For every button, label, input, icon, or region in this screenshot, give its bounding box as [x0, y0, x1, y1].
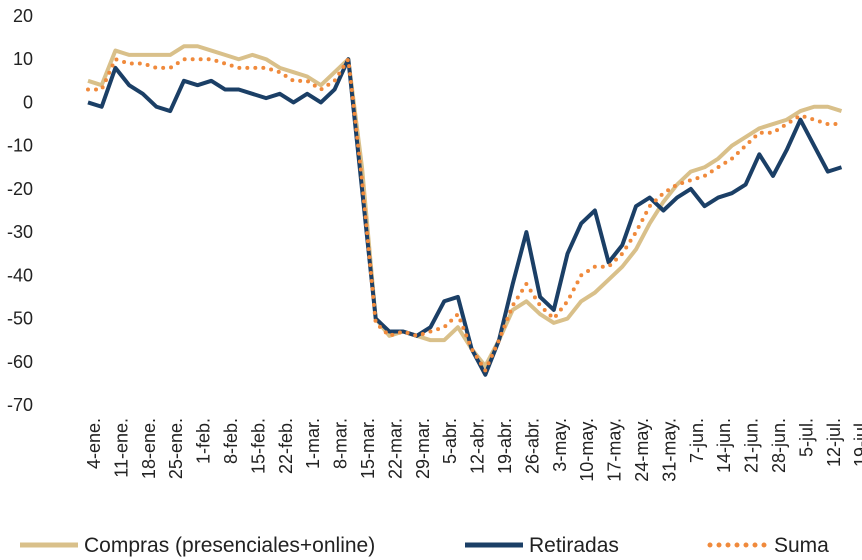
series-line — [87, 57, 843, 377]
x-tick-label: 8-mar. — [331, 418, 351, 469]
x-tick-label: 8-feb. — [221, 418, 241, 464]
y-tick-label: -60 — [7, 352, 33, 372]
x-tick-label: 3-may. — [550, 418, 570, 472]
x-tick-label: 4-ene. — [84, 418, 104, 469]
x-tick-label: 19-abr. — [495, 418, 515, 474]
x-tick-label: 18-ene. — [139, 418, 159, 479]
x-tick-label: 7-jun. — [687, 418, 707, 463]
x-tick-label: 1-feb. — [194, 418, 214, 464]
series-line — [87, 44, 843, 369]
x-tick-label: 15-mar. — [358, 418, 378, 479]
x-tick-label: 14-jun. — [714, 418, 734, 473]
legend-label: Compras (presenciales+online) — [84, 534, 375, 557]
y-tick-label: 20 — [13, 6, 33, 26]
x-tick-label: 5-abr. — [440, 418, 460, 464]
x-tick-label: 1-mar. — [303, 418, 323, 469]
x-tick-label: 31-may. — [659, 418, 679, 482]
x-tick-label: 5-jul. — [796, 418, 816, 457]
y-tick-label: -40 — [7, 265, 33, 285]
x-tick-label: 17-may. — [605, 418, 625, 482]
y-tick-label: 10 — [13, 49, 33, 69]
y-tick-label: -20 — [7, 179, 33, 199]
x-tick-label: 15-feb. — [248, 418, 268, 474]
x-tick-label: 26-abr. — [522, 418, 542, 474]
x-tick-label: 28-jun. — [769, 418, 789, 473]
x-tick-label: 22-mar. — [385, 418, 405, 479]
y-tick-label: 0 — [23, 92, 33, 112]
x-tick-label: 11-ene. — [111, 418, 131, 478]
x-tick-label: 29-mar. — [413, 418, 433, 479]
x-tick-label: 24-may. — [632, 418, 652, 482]
x-tick-label: 10-may. — [577, 418, 597, 482]
x-tick-label: 19-jul. — [851, 418, 862, 467]
x-tick-label: 25-ene. — [166, 418, 186, 479]
y-tick-label: -30 — [7, 222, 33, 242]
legend-label: Suma — [774, 534, 829, 557]
legend-label: Retiradas — [529, 534, 619, 557]
y-tick-label: -10 — [7, 136, 33, 156]
x-tick-label: 12-jul. — [824, 418, 844, 467]
y-tick-label: -50 — [7, 309, 33, 329]
x-tick-label: 12-abr. — [468, 418, 488, 474]
y-tick-label: -70 — [7, 395, 33, 415]
x-tick-label: 21-jun. — [742, 418, 762, 473]
x-tick-label: 22-feb. — [276, 418, 296, 474]
